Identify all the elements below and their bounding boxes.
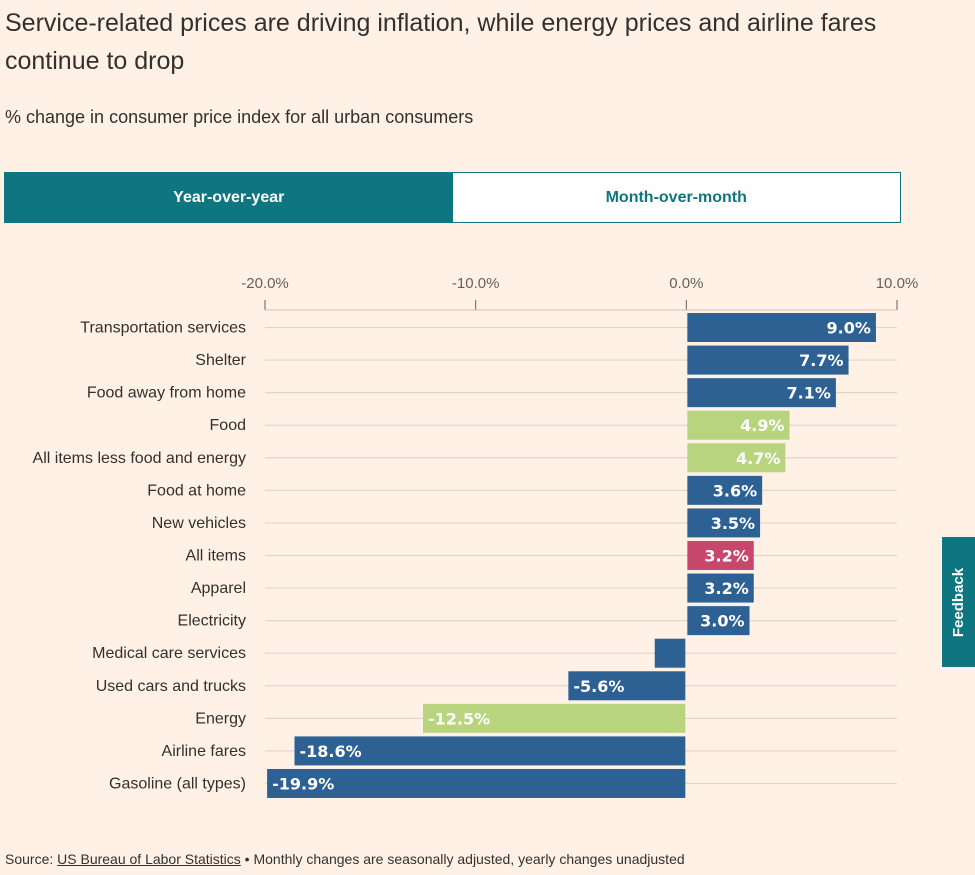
tab-month-over-month[interactable]: Month-over-month — [452, 173, 900, 222]
x-tick-label: -20.0% — [241, 275, 289, 292]
bar — [687, 345, 849, 375]
tab-year-over-year[interactable]: Year-over-year — [5, 173, 453, 222]
data-label: -19.9% — [272, 774, 334, 793]
category-label: Gasoline (all types) — [109, 775, 246, 792]
category-label: All items — [186, 547, 246, 564]
category-label: Food — [210, 417, 246, 434]
bar — [687, 410, 790, 440]
bar — [568, 671, 686, 701]
source-note: Source: US Bureau of Labor Statistics • … — [5, 850, 705, 868]
bar — [294, 736, 686, 766]
bar — [654, 638, 686, 668]
bar-chart: -20.0% -10.0% 0.0% 10.0% Transportation serv… — [33, 275, 919, 798]
data-label: 3.2% — [704, 579, 748, 598]
chart-title: Service-related prices are driving infla… — [5, 9, 877, 75]
feedback-label: Feedback — [950, 567, 968, 637]
bar — [687, 378, 836, 408]
category-label: All items less food and energy — [33, 450, 246, 467]
data-label: -5.6% — [573, 677, 624, 696]
category-label: Used cars and trucks — [96, 678, 246, 695]
data-label: 3.5% — [711, 514, 755, 533]
bar — [687, 313, 876, 342]
x-tick-label: -10.0% — [452, 275, 500, 292]
bar — [267, 768, 686, 798]
category-label: Transportation services — [80, 320, 246, 337]
data-label: -18.6% — [299, 742, 361, 761]
bar — [687, 540, 754, 570]
source-note-text: • Monthly changes are seasonally adjuste… — [240, 851, 685, 867]
data-label: 3.6% — [713, 481, 757, 500]
bar — [687, 573, 754, 603]
data-label: -12.5% — [428, 709, 490, 728]
bar — [687, 606, 750, 636]
bar — [423, 703, 686, 733]
data-label: 7.1% — [787, 384, 831, 403]
feedback-button[interactable]: Feedback — [942, 537, 975, 667]
category-label: Energy — [195, 710, 246, 727]
x-tick-label: 10.0% — [876, 275, 919, 292]
category-label: Shelter — [195, 352, 246, 369]
tab-bar: Year-over-year Month-over-month — [4, 172, 901, 223]
x-tick-label: 0.0% — [669, 275, 703, 292]
bar — [687, 508, 761, 538]
bar — [687, 443, 786, 473]
chart-subtitle: % change in consumer price index for all… — [5, 107, 474, 127]
data-label: 3.2% — [704, 546, 748, 565]
data-label: 3.0% — [700, 612, 744, 631]
category-label: Medical care services — [92, 645, 246, 662]
category-label: Food at home — [147, 482, 246, 499]
category-label: Apparel — [191, 580, 246, 597]
data-label: 4.9% — [740, 416, 784, 435]
data-label: 9.0% — [827, 319, 871, 338]
source-prefix: Source: — [5, 851, 58, 867]
source-link[interactable]: US Bureau of Labor Statistics — [57, 851, 241, 867]
category-label: Food away from home — [87, 385, 246, 402]
bar — [687, 475, 763, 505]
data-label: 4.7% — [736, 449, 780, 468]
category-label: Electricity — [178, 613, 246, 630]
category-label: Airline fares — [162, 743, 246, 760]
category-label: New vehicles — [152, 515, 246, 532]
data-label: 7.7% — [799, 351, 843, 370]
